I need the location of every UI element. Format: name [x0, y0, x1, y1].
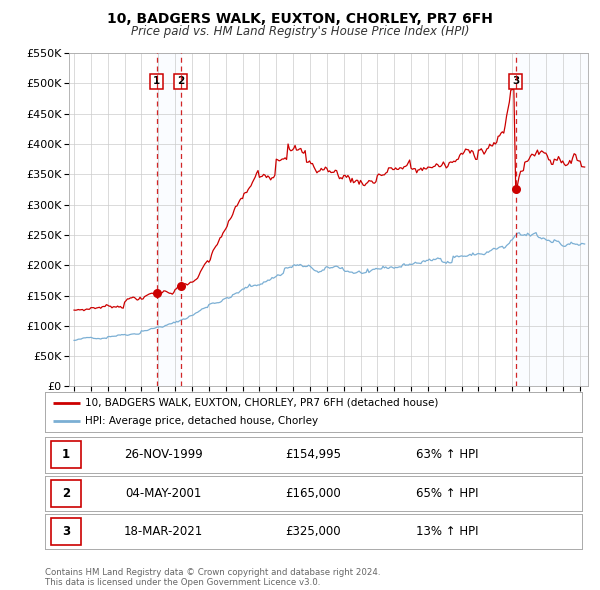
- Text: 2: 2: [62, 487, 70, 500]
- Text: 1: 1: [153, 77, 160, 86]
- Text: 04-MAY-2001: 04-MAY-2001: [125, 487, 202, 500]
- Text: 1: 1: [62, 448, 70, 461]
- Text: 13% ↑ HPI: 13% ↑ HPI: [416, 525, 479, 538]
- Text: £154,995: £154,995: [286, 448, 341, 461]
- FancyBboxPatch shape: [52, 518, 81, 545]
- FancyBboxPatch shape: [52, 441, 81, 468]
- Text: 63% ↑ HPI: 63% ↑ HPI: [416, 448, 479, 461]
- Text: 3: 3: [512, 77, 520, 86]
- Text: £325,000: £325,000: [286, 525, 341, 538]
- Text: Contains HM Land Registry data © Crown copyright and database right 2024.
This d: Contains HM Land Registry data © Crown c…: [45, 568, 380, 587]
- Text: 3: 3: [62, 525, 70, 538]
- Text: Price paid vs. HM Land Registry's House Price Index (HPI): Price paid vs. HM Land Registry's House …: [131, 25, 469, 38]
- Text: 18-MAR-2021: 18-MAR-2021: [124, 525, 203, 538]
- Bar: [516, 53, 588, 386]
- Text: 65% ↑ HPI: 65% ↑ HPI: [416, 487, 479, 500]
- Text: 2: 2: [177, 77, 185, 86]
- Text: 10, BADGERS WALK, EUXTON, CHORLEY, PR7 6FH: 10, BADGERS WALK, EUXTON, CHORLEY, PR7 6…: [107, 12, 493, 26]
- FancyBboxPatch shape: [52, 480, 81, 507]
- Text: 10, BADGERS WALK, EUXTON, CHORLEY, PR7 6FH (detached house): 10, BADGERS WALK, EUXTON, CHORLEY, PR7 6…: [85, 398, 439, 408]
- Text: £165,000: £165,000: [286, 487, 341, 500]
- Text: HPI: Average price, detached house, Chorley: HPI: Average price, detached house, Chor…: [85, 416, 319, 426]
- Bar: [157, 53, 181, 386]
- Text: 26-NOV-1999: 26-NOV-1999: [124, 448, 203, 461]
